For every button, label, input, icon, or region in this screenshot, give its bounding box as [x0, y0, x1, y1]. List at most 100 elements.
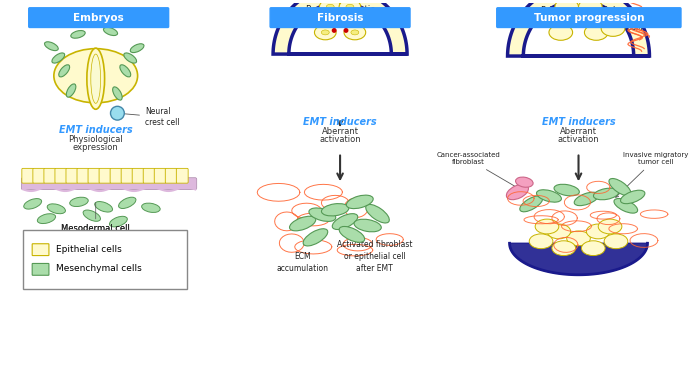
FancyBboxPatch shape [44, 168, 56, 183]
FancyBboxPatch shape [99, 168, 111, 183]
Ellipse shape [118, 197, 136, 209]
Ellipse shape [584, 24, 608, 40]
Ellipse shape [554, 184, 580, 196]
Ellipse shape [45, 42, 58, 51]
Ellipse shape [339, 0, 361, 14]
Text: Aberrant: Aberrant [560, 127, 597, 136]
Ellipse shape [94, 202, 113, 212]
Ellipse shape [598, 9, 622, 24]
Ellipse shape [529, 234, 553, 249]
FancyBboxPatch shape [29, 8, 169, 28]
FancyBboxPatch shape [32, 264, 49, 275]
Text: Mesenchymal cells: Mesenchymal cells [56, 264, 142, 274]
Ellipse shape [109, 216, 127, 227]
FancyBboxPatch shape [144, 168, 155, 183]
Text: ECM: ECM [626, 23, 643, 32]
Ellipse shape [66, 84, 76, 97]
Text: tumor cell: tumor cell [557, 14, 600, 23]
FancyBboxPatch shape [77, 168, 89, 183]
Ellipse shape [303, 229, 328, 246]
Text: Primary epithelial: Primary epithelial [541, 6, 616, 15]
Ellipse shape [24, 199, 41, 209]
Text: Embryos: Embryos [74, 13, 124, 23]
FancyBboxPatch shape [154, 168, 166, 183]
FancyBboxPatch shape [110, 168, 122, 183]
Ellipse shape [516, 177, 533, 187]
FancyBboxPatch shape [165, 168, 177, 183]
FancyBboxPatch shape [23, 230, 188, 288]
FancyBboxPatch shape [176, 168, 188, 183]
FancyBboxPatch shape [32, 244, 49, 256]
Ellipse shape [594, 188, 619, 200]
Ellipse shape [609, 178, 631, 196]
Ellipse shape [104, 27, 118, 36]
Text: activation: activation [558, 135, 599, 144]
Ellipse shape [536, 219, 559, 234]
Ellipse shape [598, 219, 622, 234]
Ellipse shape [354, 219, 382, 232]
Ellipse shape [359, 9, 381, 24]
Ellipse shape [319, 0, 341, 14]
Ellipse shape [300, 9, 321, 24]
Text: Activated fibroblast
or epithelial cell
after EMT: Activated fibroblast or epithelial cell … [337, 240, 412, 273]
Ellipse shape [120, 65, 131, 77]
Text: Aberrant: Aberrant [321, 127, 358, 136]
Ellipse shape [91, 54, 101, 104]
PathPatch shape [273, 0, 407, 54]
Text: expression: expression [73, 142, 118, 152]
Ellipse shape [614, 199, 638, 213]
FancyBboxPatch shape [497, 8, 681, 28]
Ellipse shape [365, 204, 389, 223]
Ellipse shape [321, 30, 329, 35]
Ellipse shape [124, 53, 136, 63]
Text: Tumor progression: Tumor progression [533, 13, 644, 23]
Ellipse shape [326, 4, 334, 9]
FancyBboxPatch shape [88, 168, 100, 183]
Circle shape [344, 22, 349, 27]
FancyBboxPatch shape [21, 178, 197, 189]
Ellipse shape [587, 224, 610, 239]
Ellipse shape [307, 14, 314, 19]
Circle shape [332, 22, 337, 27]
Ellipse shape [71, 31, 85, 38]
PathPatch shape [508, 0, 650, 56]
Text: Mesodermal cell: Mesodermal cell [62, 203, 130, 233]
Text: Physiological: Physiological [69, 135, 123, 144]
Ellipse shape [604, 234, 628, 249]
Ellipse shape [130, 44, 144, 53]
Ellipse shape [506, 185, 528, 200]
Ellipse shape [290, 216, 316, 231]
Text: EMT inducers: EMT inducers [303, 117, 377, 127]
Text: activation: activation [319, 135, 361, 144]
Ellipse shape [52, 53, 64, 63]
Circle shape [111, 106, 125, 120]
Ellipse shape [555, 0, 578, 15]
Circle shape [332, 28, 337, 33]
Ellipse shape [141, 203, 160, 212]
FancyBboxPatch shape [121, 168, 133, 183]
FancyBboxPatch shape [270, 8, 410, 28]
Ellipse shape [547, 224, 570, 239]
Ellipse shape [536, 9, 559, 24]
Text: EMT inducers: EMT inducers [59, 125, 132, 135]
Ellipse shape [70, 197, 88, 207]
Ellipse shape [47, 204, 65, 214]
Ellipse shape [346, 4, 354, 9]
Text: Epithelial cells: Epithelial cells [56, 244, 122, 254]
FancyBboxPatch shape [66, 168, 78, 183]
Ellipse shape [351, 30, 359, 35]
Text: ECM
accumulation: ECM accumulation [276, 252, 328, 273]
Text: Invasive migratory
tumor cell: Invasive migratory tumor cell [616, 152, 688, 197]
Text: Renal or hepatic: Renal or hepatic [306, 5, 374, 14]
Ellipse shape [574, 192, 598, 206]
Ellipse shape [620, 190, 645, 204]
Ellipse shape [552, 241, 575, 256]
Polygon shape [510, 243, 648, 275]
Ellipse shape [578, 0, 602, 15]
Ellipse shape [54, 49, 138, 103]
Text: EMT inducers: EMT inducers [542, 117, 615, 127]
Ellipse shape [309, 208, 336, 222]
Ellipse shape [601, 21, 625, 36]
Ellipse shape [340, 227, 365, 242]
Ellipse shape [37, 214, 55, 223]
